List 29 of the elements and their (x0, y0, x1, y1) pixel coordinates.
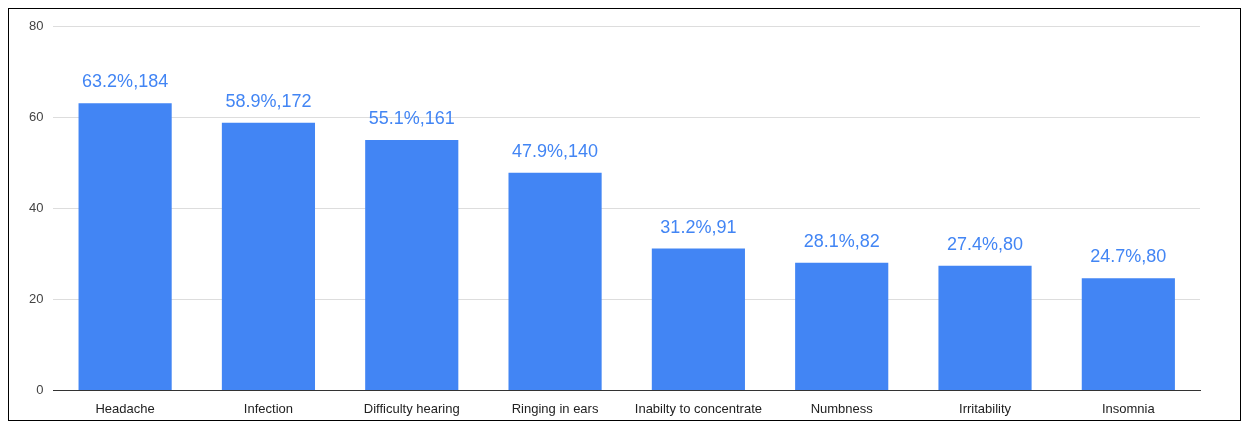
bar (221, 122, 316, 390)
data-label: 31.2%,91 (660, 216, 737, 237)
data-label: 58.9%,172 (225, 90, 312, 111)
data-label: 47.9%,140 (512, 140, 599, 161)
bar (1081, 278, 1175, 390)
data-label: 28.1%,82 (803, 230, 880, 251)
data-label: 55.1%,161 (368, 107, 455, 128)
x-tick-label: Infection (243, 400, 294, 416)
x-tick-label: Difficulty hearing (363, 400, 460, 416)
y-tick-label: 0 (36, 381, 44, 397)
x-tick-label: Irritability (959, 400, 1012, 416)
x-tick-label: Headache (95, 400, 155, 416)
y-tick-label: 40 (28, 200, 44, 216)
x-tick-label: Ringing in ears (511, 400, 599, 416)
data-label: 27.4%,80 (946, 233, 1024, 254)
data-label: 63.2%,184 (82, 71, 169, 92)
x-tick-label: Numbness (810, 400, 874, 416)
bar (795, 262, 889, 390)
bar (365, 139, 459, 390)
bar (651, 248, 745, 390)
x-tick-label: Inabilty to concentrate (634, 400, 762, 416)
y-tick-label: 20 (28, 291, 44, 307)
y-tick-label: 80 (28, 18, 44, 34)
bar (938, 265, 1032, 390)
data-label: 24.7%,80 (1090, 246, 1167, 267)
y-tick-label: 60 (28, 109, 44, 125)
bar (508, 172, 602, 390)
x-tick-label: Insomnia (1101, 400, 1156, 416)
bar (78, 103, 172, 390)
